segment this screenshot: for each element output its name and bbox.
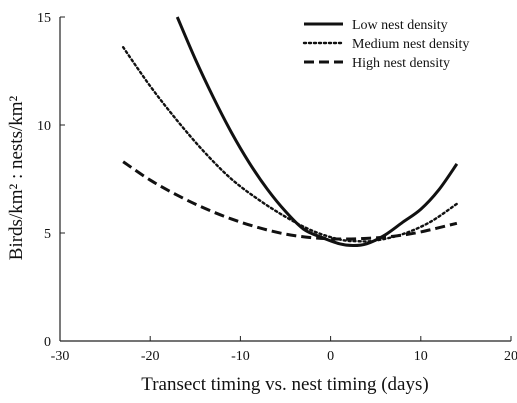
x-tick-label: -30 xyxy=(51,349,70,364)
axes-layer: -30 -20 -10 0 10 20 0 5 10 15 xyxy=(37,11,517,364)
x-tick-label: 10 xyxy=(414,349,428,364)
x-tick-label: 20 xyxy=(504,349,517,364)
y-tick-label: 15 xyxy=(37,11,51,26)
x-tick-label: -20 xyxy=(141,349,160,364)
legend-label-medium-nest-density: Medium nest density xyxy=(352,37,469,52)
legend-label-high-nest-density: High nest density xyxy=(352,56,450,71)
y-tick-label: 0 xyxy=(44,335,51,350)
y-tick-label: 5 xyxy=(44,227,51,242)
series-layer xyxy=(121,16,459,248)
x-tick-label: 0 xyxy=(327,349,334,364)
y-tick-label: 10 xyxy=(37,119,51,134)
x-axis-title: Transect timing vs. nest timing (days) xyxy=(141,374,428,395)
series-line-medium-nest-density xyxy=(121,46,459,243)
x-tick-label: -10 xyxy=(231,349,250,364)
y-axis-title: Birds/km² : nests/km² xyxy=(6,95,27,260)
legend-label-low-nest-density: Low nest density xyxy=(352,18,448,33)
legend: Low nest density Medium nest density High … xyxy=(302,18,469,71)
series-line-high-nest-density xyxy=(122,160,458,241)
